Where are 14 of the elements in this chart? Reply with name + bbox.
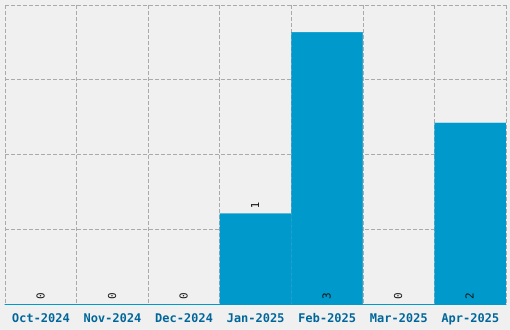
- x-tick-label: Apr-2025: [441, 311, 500, 325]
- data-label: 1: [249, 202, 262, 208]
- data-label: 0: [177, 292, 190, 299]
- data-label: 0: [34, 292, 48, 299]
- data-label: 0: [392, 292, 406, 299]
- data-label: 2: [464, 292, 477, 299]
- x-tick-label: Oct-2024: [12, 311, 70, 325]
- x-tick-label: Feb-2025: [298, 311, 356, 325]
- data-label: 3: [320, 292, 334, 299]
- x-tick-label: Nov-2024: [83, 311, 142, 325]
- x-tick-label: Dec-2024: [155, 311, 213, 325]
- x-tick-label: Jan-2025: [226, 311, 284, 325]
- data-label: 0: [106, 292, 119, 299]
- x-tick-label: Mar-2025: [370, 311, 428, 325]
